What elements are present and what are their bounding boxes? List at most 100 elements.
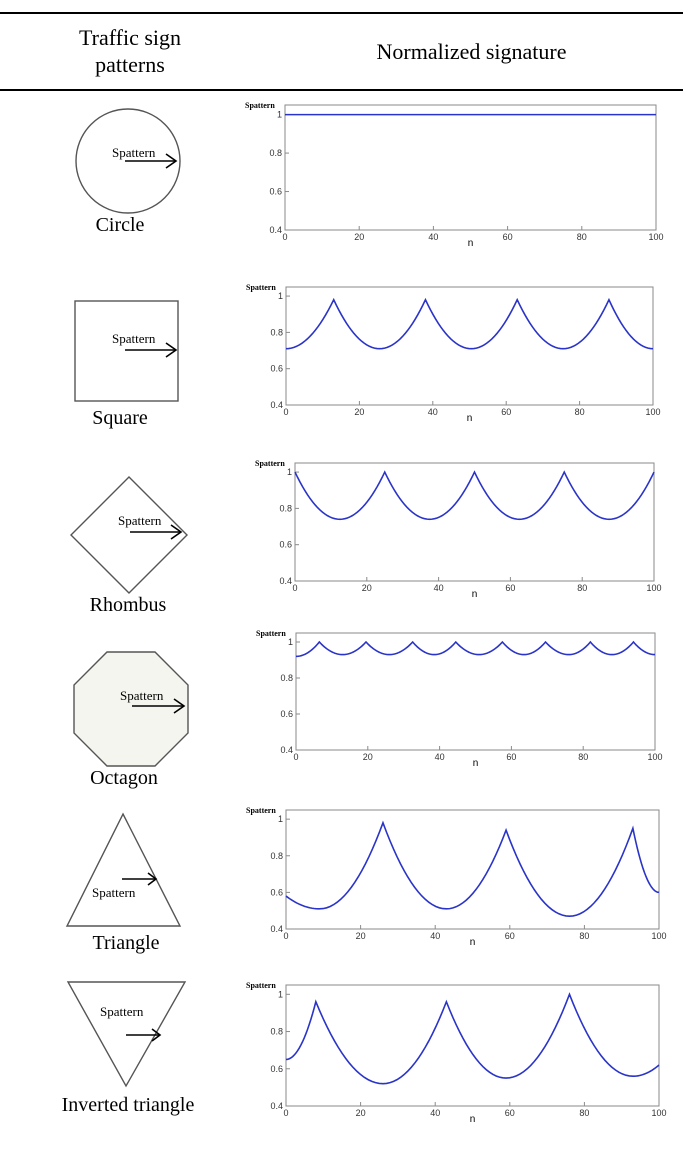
x-tick-label: 60 [506,752,516,762]
x-tick-label: 20 [356,1108,366,1118]
y-tick-label: 0.8 [279,503,292,513]
y-axis-label: Spattern [246,981,276,990]
x-axis-label: n [472,589,478,600]
arrow-label: Spattern [120,688,164,703]
y-tick-label: 0.6 [270,1064,283,1074]
x-axis-label: n [470,1114,476,1125]
header-signature: Normalized signature [260,38,683,65]
y-tick-label: 0.4 [280,745,293,755]
x-tick-label: 40 [428,407,438,417]
x-tick-label: 20 [354,407,364,417]
x-tick-label: 40 [434,583,444,593]
shape-label-inverted-triangle: Inverted triangle [61,1094,195,1116]
signature-series-line [295,640,656,658]
x-axis-label: n [468,238,474,249]
inverted-triangle-icon: Spattern [66,981,187,1088]
x-tick-label: 80 [579,931,589,941]
y-tick-label: 1 [277,110,282,120]
x-tick-label: 40 [430,931,440,941]
arrow-label: Spattern [112,145,156,160]
x-tick-label: 80 [575,407,585,417]
x-tick-label: 0 [283,931,288,941]
y-tick-label: 1 [287,467,292,477]
x-axis-label: n [473,758,479,769]
y-tick-label: 0.6 [270,364,283,374]
x-tick-label: 100 [651,931,666,941]
arrow-label: Spattern [112,331,156,346]
y-tick-label: 1 [278,989,283,999]
x-tick-label: 60 [501,407,511,417]
x-tick-label: 80 [578,752,588,762]
y-tick-label: 0.4 [269,225,282,235]
y-tick-label: 0.8 [270,327,283,337]
x-tick-label: 100 [646,583,661,593]
y-axis-label: Spattern [246,283,276,292]
arrow-label: Spattern [92,885,136,900]
y-tick-label: 0.6 [269,187,282,197]
y-tick-label: 1 [288,637,293,647]
x-tick-label: 100 [645,407,660,417]
x-tick-label: 60 [505,583,515,593]
octagon-icon: Spattern [73,651,189,767]
x-tick-label: 40 [428,232,438,242]
shape-label-octagon: Octagon [90,767,158,789]
header-patterns-line1: Traffic sign [78,25,182,50]
y-axis-label: Spattern [245,101,275,110]
arrow-label: Spattern [118,513,162,528]
x-tick-label: 40 [430,1108,440,1118]
x-tick-label: 100 [647,752,662,762]
header-signature-text: Normalized signature [376,39,567,64]
x-tick-label: 20 [356,931,366,941]
shape-label-rhombus: Rhombus [89,594,167,616]
shape-label-circle: Circle [95,214,145,236]
y-tick-label: 0.8 [280,673,293,683]
x-tick-label: 80 [577,232,587,242]
y-tick-label: 0.6 [270,887,283,897]
x-tick-label: 40 [435,752,445,762]
plot-frame [285,809,660,930]
triangle-icon: Spattern [65,812,182,927]
y-tick-label: 0.4 [270,400,283,410]
x-tick-label: 0 [292,583,297,593]
y-tick-label: 0.8 [270,851,283,861]
plot-frame [284,104,657,231]
plot-frame [285,286,654,406]
signature-series-line [285,297,654,350]
x-tick-label: 0 [293,752,298,762]
x-tick-label: 80 [577,583,587,593]
circle-icon: Spattern [75,108,181,214]
plot-frame [295,632,656,751]
x-tick-label: 20 [362,583,372,593]
y-tick-label: 0.8 [270,1027,283,1037]
signature-series-line [285,820,660,917]
shape-label-triangle: Triangle [92,932,160,954]
y-tick-label: 0.8 [269,148,282,158]
top-rule [0,12,683,14]
header-rule [0,89,683,91]
arrow-label: Spattern [100,1004,144,1019]
y-tick-label: 0.6 [280,709,293,719]
x-tick-label: 20 [354,232,364,242]
x-tick-label: 20 [363,752,373,762]
y-tick-label: 0.4 [270,1101,283,1111]
y-tick-label: 0.4 [279,576,292,586]
x-tick-label: 100 [651,1108,666,1118]
y-axis-label: Spattern [255,459,285,468]
rhombus-icon: Spattern [70,476,188,594]
x-tick-label: 60 [505,931,515,941]
y-tick-label: 1 [278,291,283,301]
shape-label-square: Square [92,407,148,429]
x-tick-label: 0 [282,232,287,242]
x-tick-label: 60 [505,1108,515,1118]
plot-frame [285,984,660,1107]
square-icon: Spattern [74,300,179,402]
x-tick-label: 0 [283,407,288,417]
header-patterns: Traffic sign patterns [30,24,230,78]
y-axis-label: Spattern [256,629,286,638]
